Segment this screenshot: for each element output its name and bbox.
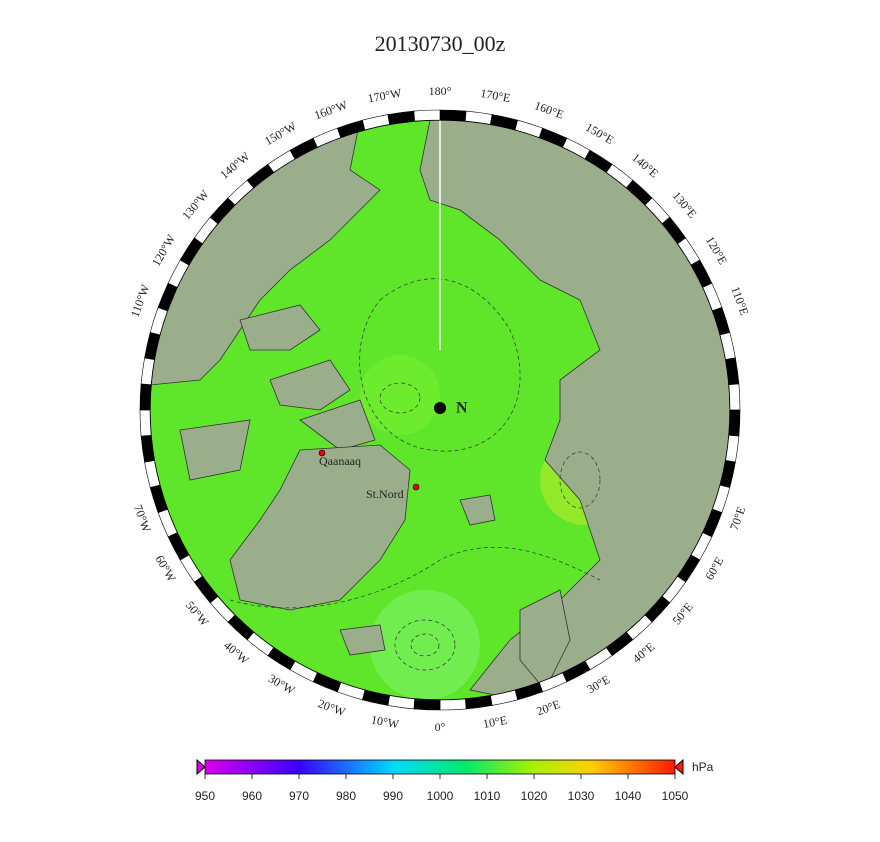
land bbox=[179, 304, 376, 481]
longitude-label: 50°W bbox=[183, 598, 212, 629]
colorbar-tick-label: 1020 bbox=[521, 789, 548, 803]
longitude-label: 40°E bbox=[630, 640, 657, 666]
colorbar-tick-label: 960 bbox=[242, 789, 262, 803]
longitude-label: 70°E bbox=[727, 505, 748, 532]
longitude-label: 60°E bbox=[702, 554, 726, 582]
ring-segment bbox=[728, 383, 741, 411]
longitude-label: 20°W bbox=[316, 696, 348, 719]
pressure-low bbox=[360, 355, 440, 435]
longitude-label: 60°W bbox=[153, 553, 180, 585]
colorbar-tick-label: 1000 bbox=[427, 789, 454, 803]
longitude-label: 160°W bbox=[312, 97, 349, 122]
longitude-label: 120°W bbox=[149, 232, 179, 269]
longitude-label: 110°W bbox=[128, 282, 153, 319]
colorbar-tick-label: 1010 bbox=[474, 789, 501, 803]
longitude-label: 130°W bbox=[179, 187, 212, 223]
longitude-label: 70°W bbox=[131, 503, 154, 535]
longitude-label: 0° bbox=[435, 720, 446, 734]
station-label: St.Nord bbox=[366, 487, 404, 501]
ring-segment bbox=[439, 698, 467, 711]
longitude-label: 180° bbox=[429, 84, 452, 98]
longitude-label: 140°E bbox=[629, 150, 661, 180]
longitude-label: 10°E bbox=[482, 713, 508, 731]
colorbar-extend bbox=[196, 758, 206, 776]
colorbar-tick-label: 1040 bbox=[615, 789, 642, 803]
pressure-low bbox=[370, 590, 480, 700]
colorbar-tick-label: 990 bbox=[383, 789, 403, 803]
pole-marker bbox=[434, 402, 446, 414]
colorbar-bar bbox=[204, 759, 676, 775]
station-marker bbox=[412, 483, 420, 491]
longitude-label: 40°W bbox=[221, 638, 252, 667]
longitude-label: 20°E bbox=[535, 697, 562, 718]
ring-segment bbox=[139, 409, 152, 437]
longitude-label: 10°W bbox=[370, 713, 401, 732]
pole-label: N bbox=[456, 400, 468, 417]
colorbar: hPa 950 960 970 980 990 1000 1010 1020 1030 1040 1… bbox=[195, 758, 714, 803]
ring-segment bbox=[728, 409, 741, 437]
graticule-ring bbox=[139, 109, 741, 711]
longitude-label: 50°E bbox=[670, 600, 696, 627]
colorbar-tick-label: 1030 bbox=[568, 789, 595, 803]
land bbox=[339, 494, 571, 691]
colorbar-unit: hPa bbox=[692, 760, 714, 774]
land bbox=[150, 120, 381, 386]
isobars bbox=[229, 278, 601, 671]
colorbar-tick-label: 1050 bbox=[662, 789, 689, 803]
map bbox=[150, 120, 730, 700]
longitude-label: 120°E bbox=[703, 234, 730, 267]
land bbox=[229, 444, 411, 611]
station-marker bbox=[318, 449, 326, 457]
colorbar-extend bbox=[674, 758, 684, 776]
ring-segment bbox=[413, 698, 441, 711]
land bbox=[419, 120, 730, 700]
longitude-label: 150°E bbox=[583, 120, 616, 147]
longitude-label: 30°W bbox=[266, 671, 298, 698]
longitude-label: 30°E bbox=[584, 672, 612, 696]
longitude-label: 160°E bbox=[533, 98, 566, 121]
longitude-label: 170°E bbox=[479, 86, 511, 105]
longitude-label: 150°W bbox=[262, 119, 299, 149]
station-label: Qaanaaq bbox=[319, 454, 361, 468]
title: 20130730_00z bbox=[375, 31, 506, 56]
ring-segment bbox=[139, 383, 152, 411]
ring-segment bbox=[439, 109, 467, 122]
longitude-label: 170°W bbox=[367, 86, 404, 106]
colorbar-tick-label: 970 bbox=[289, 789, 309, 803]
longitude-label: 110°E bbox=[728, 284, 751, 317]
longitude-label: 130°E bbox=[670, 189, 700, 221]
longitude-label: 140°W bbox=[217, 149, 253, 182]
ring-segment bbox=[413, 109, 441, 122]
colorbar-tick-label: 950 bbox=[195, 789, 215, 803]
colorbar-tick-label: 980 bbox=[336, 789, 356, 803]
